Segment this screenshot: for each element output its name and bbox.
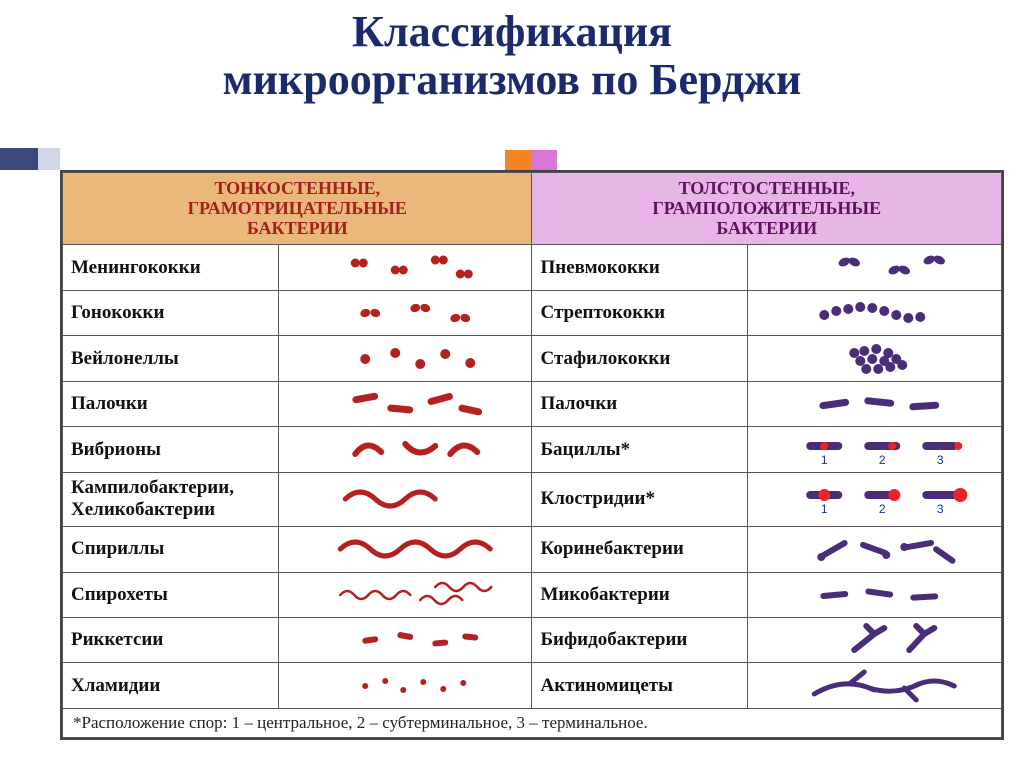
footnote: *Расположение спор: 1 – центральное, 2 –…	[63, 709, 1002, 738]
bacterium-name-right: Пневмококки	[532, 245, 748, 290]
bacterium-shape-right: 1 2 3	[748, 427, 1002, 472]
page-title: Классификация микроорганизмов по Берджи	[40, 8, 984, 105]
footnote-row: *Расположение спор: 1 – центральное, 2 –…	[63, 709, 1002, 738]
bacterium-name-right: Бациллы*	[532, 427, 748, 472]
shape-icon	[748, 666, 1001, 706]
bacterium-name-left: Спирохеты	[63, 572, 279, 617]
bacterium-name-left: Палочки	[63, 381, 279, 426]
bacterium-shape-left	[278, 245, 532, 290]
table-row: Гонококки Стрептококки	[63, 290, 1002, 335]
shape-icon	[279, 620, 532, 660]
accent-bar-2	[38, 148, 60, 170]
bacterium-shape-right	[748, 572, 1002, 617]
table-row: Вейлонеллы Стафилококки	[63, 336, 1002, 381]
accent-bar	[0, 148, 60, 170]
bacterium-name-left: Менингококки	[63, 245, 279, 290]
bacterium-name-left: Хламидии	[63, 663, 279, 709]
bacterium-shape-right	[748, 527, 1002, 572]
bacterium-name-right: Актиномицеты	[532, 663, 748, 709]
bacterium-name-left: Риккетсии	[63, 618, 279, 663]
table-row: Палочки Палочки	[63, 381, 1002, 426]
shape-icon	[748, 529, 1001, 569]
bacterium-shape-right	[748, 245, 1002, 290]
svg-text:3: 3	[937, 502, 944, 516]
classification-table: ТОНКОСТЕННЫЕ, ГРАМОТРИЦАТЕЛЬНЫЕ БАКТЕРИИ…	[62, 172, 1002, 738]
bacterium-name-right: Стафилококки	[532, 336, 748, 381]
bacterium-shape-left	[278, 427, 532, 472]
title-line-1: Классификация	[352, 7, 672, 56]
shape-icon	[279, 529, 532, 569]
shape-icon: 1 2 3	[748, 430, 1001, 470]
svg-text:1: 1	[821, 502, 828, 516]
classification-table-wrap: ТОНКОСТЕННЫЕ, ГРАМОТРИЦАТЕЛЬНЫЕ БАКТЕРИИ…	[60, 170, 1004, 740]
column-tab-right	[531, 150, 557, 172]
bacterium-shape-right	[748, 336, 1002, 381]
shape-icon: 1 2 3	[748, 479, 1001, 519]
table-row: Спириллы Коринебактерии	[63, 527, 1002, 572]
svg-text:1: 1	[821, 453, 828, 467]
bacterium-shape-left	[278, 472, 532, 526]
title-block: Классификация микроорганизмов по Берджи	[0, 0, 1024, 109]
bacterium-shape-left	[278, 618, 532, 663]
bacterium-name-left: Гонококки	[63, 290, 279, 335]
table-row: Менингококки Пневмококки	[63, 245, 1002, 290]
table-header-row: ТОНКОСТЕННЫЕ, ГРАМОТРИЦАТЕЛЬНЫЕ БАКТЕРИИ…	[63, 173, 1002, 245]
title-line-2: микроорганизмов по Берджи	[223, 55, 802, 104]
column-tabs	[505, 150, 557, 172]
bacterium-name-right: Клостридии*	[532, 472, 748, 526]
svg-text:2: 2	[879, 453, 886, 467]
bacterium-name-right: Бифидобактерии	[532, 618, 748, 663]
shape-icon	[279, 384, 532, 424]
shape-icon	[279, 666, 532, 706]
column-header-gram-positive: ТОЛСТОСТЕННЫЕ, ГРАМПОЛОЖИТЕЛЬНЫЕ БАКТЕРИ…	[532, 173, 1002, 245]
table-row: Риккетсии Бифидобактерии	[63, 618, 1002, 663]
accent-bar-1	[0, 148, 38, 170]
bacterium-shape-left	[278, 336, 532, 381]
bacterium-shape-left	[278, 572, 532, 617]
bacterium-shape-right: 1 2 3	[748, 472, 1002, 526]
shape-icon	[748, 248, 1001, 288]
bacterium-name-left: Спириллы	[63, 527, 279, 572]
bacterium-name-left: Кампилобактерии, Хеликобактерии	[63, 472, 279, 526]
bacterium-name-right: Коринебактерии	[532, 527, 748, 572]
bacterium-shape-left	[278, 290, 532, 335]
shape-icon	[748, 575, 1001, 615]
bacterium-name-left: Вейлонеллы	[63, 336, 279, 381]
table-body: Менингококки Пневмококки Гонококки Стрепток…	[63, 245, 1002, 709]
bacterium-name-right: Стрептококки	[532, 290, 748, 335]
table-row: Вибрионы Бациллы* 1 2 3	[63, 427, 1002, 472]
shape-icon	[748, 384, 1001, 424]
bacterium-shape-right	[748, 290, 1002, 335]
shape-icon	[748, 339, 1001, 379]
svg-text:3: 3	[937, 453, 944, 467]
shape-icon	[748, 293, 1001, 333]
shape-icon	[279, 430, 532, 470]
svg-text:2: 2	[879, 502, 886, 516]
shape-icon	[279, 575, 532, 615]
table-row: Спирохеты Микобактерии	[63, 572, 1002, 617]
column-tab-left	[505, 150, 531, 172]
shape-icon	[748, 620, 1001, 660]
shape-icon	[279, 293, 532, 333]
bacterium-shape-left	[278, 381, 532, 426]
bacterium-shape-right	[748, 663, 1002, 709]
shape-icon	[279, 339, 532, 379]
shape-icon	[279, 248, 532, 288]
shape-icon	[279, 479, 532, 519]
bacterium-shape-left	[278, 527, 532, 572]
bacterium-name-right: Микобактерии	[532, 572, 748, 617]
bacterium-name-right: Палочки	[532, 381, 748, 426]
column-header-gram-negative: ТОНКОСТЕННЫЕ, ГРАМОТРИЦАТЕЛЬНЫЕ БАКТЕРИИ	[63, 173, 532, 245]
table-row: Кампилобактерии, Хеликобактерии Клостриди…	[63, 472, 1002, 526]
bacterium-shape-right	[748, 381, 1002, 426]
bacterium-shape-left	[278, 663, 532, 709]
table-row: Хламидии Актиномицеты	[63, 663, 1002, 709]
bacterium-shape-right	[748, 618, 1002, 663]
bacterium-name-left: Вибрионы	[63, 427, 279, 472]
slide: Классификация микроорганизмов по Берджи …	[0, 0, 1024, 768]
